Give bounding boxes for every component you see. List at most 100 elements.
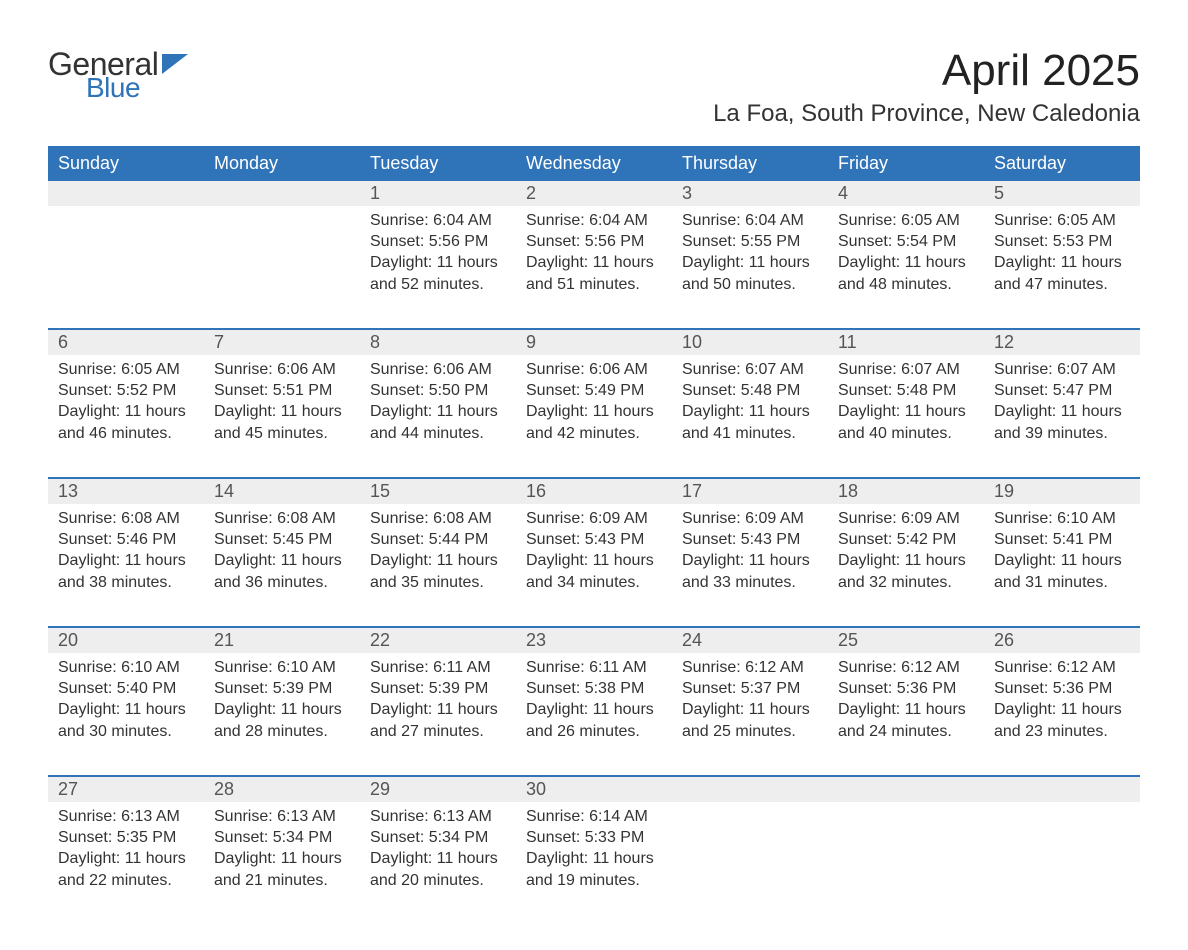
day-number: 21 <box>204 628 360 653</box>
daylight-line: Daylight: 11 hours and 38 minutes. <box>58 550 194 592</box>
day-number: 13 <box>48 479 204 504</box>
daylight-line: Daylight: 11 hours and 24 minutes. <box>838 699 974 741</box>
daylight-line: Daylight: 11 hours and 39 minutes. <box>994 401 1130 443</box>
day-cell-empty <box>204 206 360 314</box>
day-number: 20 <box>48 628 204 653</box>
calendar-week: 6789101112Sunrise: 6:05 AMSunset: 5:52 P… <box>48 328 1140 463</box>
day-number <box>828 777 984 802</box>
day-number: 17 <box>672 479 828 504</box>
dow-header-cell: Tuesday <box>360 146 516 181</box>
day-number <box>672 777 828 802</box>
sunset-line: Sunset: 5:52 PM <box>58 380 194 401</box>
sunrise-line: Sunrise: 6:12 AM <box>994 657 1130 678</box>
day-cell: Sunrise: 6:07 AMSunset: 5:48 PMDaylight:… <box>828 355 984 463</box>
calendar-week: 20212223242526Sunrise: 6:10 AMSunset: 5:… <box>48 626 1140 761</box>
sunset-line: Sunset: 5:38 PM <box>526 678 662 699</box>
day-number: 22 <box>360 628 516 653</box>
daylight-line: Daylight: 11 hours and 52 minutes. <box>370 252 506 294</box>
day-number: 25 <box>828 628 984 653</box>
sunrise-line: Sunrise: 6:10 AM <box>58 657 194 678</box>
title-block: April 2025 La Foa, South Province, New C… <box>713 48 1140 128</box>
sunrise-line: Sunrise: 6:04 AM <box>526 210 662 231</box>
sunset-line: Sunset: 5:39 PM <box>370 678 506 699</box>
day-cell-empty <box>672 802 828 910</box>
location-subtitle: La Foa, South Province, New Caledonia <box>713 100 1140 128</box>
sunrise-line: Sunrise: 6:05 AM <box>838 210 974 231</box>
sunset-line: Sunset: 5:53 PM <box>994 231 1130 252</box>
dow-header-row: SundayMondayTuesdayWednesdayThursdayFrid… <box>48 146 1140 181</box>
header: General Blue April 2025 La Foa, South Pr… <box>48 48 1140 128</box>
sunrise-line: Sunrise: 6:09 AM <box>682 508 818 529</box>
daylight-line: Daylight: 11 hours and 34 minutes. <box>526 550 662 592</box>
sunset-line: Sunset: 5:36 PM <box>994 678 1130 699</box>
sunrise-line: Sunrise: 6:07 AM <box>682 359 818 380</box>
day-cell: Sunrise: 6:06 AMSunset: 5:50 PMDaylight:… <box>360 355 516 463</box>
day-cell: Sunrise: 6:11 AMSunset: 5:39 PMDaylight:… <box>360 653 516 761</box>
day-number: 15 <box>360 479 516 504</box>
calendar-week: 12345Sunrise: 6:04 AMSunset: 5:56 PMDayl… <box>48 181 1140 314</box>
daylight-line: Daylight: 11 hours and 47 minutes. <box>994 252 1130 294</box>
sunrise-line: Sunrise: 6:09 AM <box>526 508 662 529</box>
day-number: 28 <box>204 777 360 802</box>
sunrise-line: Sunrise: 6:05 AM <box>58 359 194 380</box>
day-cell: Sunrise: 6:04 AMSunset: 5:56 PMDaylight:… <box>360 206 516 314</box>
sunrise-line: Sunrise: 6:10 AM <box>214 657 350 678</box>
day-cell-empty <box>828 802 984 910</box>
sunrise-line: Sunrise: 6:12 AM <box>838 657 974 678</box>
day-cell: Sunrise: 6:09 AMSunset: 5:43 PMDaylight:… <box>672 504 828 612</box>
daylight-line: Daylight: 11 hours and 19 minutes. <box>526 848 662 890</box>
sunset-line: Sunset: 5:48 PM <box>682 380 818 401</box>
day-cell: Sunrise: 6:12 AMSunset: 5:37 PMDaylight:… <box>672 653 828 761</box>
sunset-line: Sunset: 5:41 PM <box>994 529 1130 550</box>
daylight-line: Daylight: 11 hours and 40 minutes. <box>838 401 974 443</box>
daylight-line: Daylight: 11 hours and 50 minutes. <box>682 252 818 294</box>
daylight-line: Daylight: 11 hours and 28 minutes. <box>214 699 350 741</box>
sunset-line: Sunset: 5:56 PM <box>370 231 506 252</box>
day-number: 27 <box>48 777 204 802</box>
sunset-line: Sunset: 5:56 PM <box>526 231 662 252</box>
sunset-line: Sunset: 5:40 PM <box>58 678 194 699</box>
day-cell: Sunrise: 6:08 AMSunset: 5:45 PMDaylight:… <box>204 504 360 612</box>
sunrise-line: Sunrise: 6:06 AM <box>370 359 506 380</box>
day-number: 26 <box>984 628 1140 653</box>
sunrise-line: Sunrise: 6:08 AM <box>370 508 506 529</box>
day-cell: Sunrise: 6:10 AMSunset: 5:40 PMDaylight:… <box>48 653 204 761</box>
dow-header-cell: Thursday <box>672 146 828 181</box>
sunset-line: Sunset: 5:48 PM <box>838 380 974 401</box>
daylight-line: Daylight: 11 hours and 22 minutes. <box>58 848 194 890</box>
sunrise-line: Sunrise: 6:08 AM <box>214 508 350 529</box>
daylight-line: Daylight: 11 hours and 25 minutes. <box>682 699 818 741</box>
daylight-line: Daylight: 11 hours and 31 minutes. <box>994 550 1130 592</box>
sunset-line: Sunset: 5:43 PM <box>526 529 662 550</box>
sunrise-line: Sunrise: 6:13 AM <box>58 806 194 827</box>
dow-header-cell: Wednesday <box>516 146 672 181</box>
sunset-line: Sunset: 5:34 PM <box>214 827 350 848</box>
day-number: 8 <box>360 330 516 355</box>
sunrise-line: Sunrise: 6:11 AM <box>526 657 662 678</box>
daylight-line: Daylight: 11 hours and 45 minutes. <box>214 401 350 443</box>
day-cell: Sunrise: 6:08 AMSunset: 5:46 PMDaylight:… <box>48 504 204 612</box>
day-cell: Sunrise: 6:13 AMSunset: 5:35 PMDaylight:… <box>48 802 204 910</box>
daynum-row: 12345 <box>48 181 1140 206</box>
daylight-line: Daylight: 11 hours and 32 minutes. <box>838 550 974 592</box>
sunrise-line: Sunrise: 6:09 AM <box>838 508 974 529</box>
day-cell-empty <box>984 802 1140 910</box>
daylight-line: Daylight: 11 hours and 33 minutes. <box>682 550 818 592</box>
sunrise-line: Sunrise: 6:08 AM <box>58 508 194 529</box>
sunset-line: Sunset: 5:50 PM <box>370 380 506 401</box>
day-cell: Sunrise: 6:04 AMSunset: 5:55 PMDaylight:… <box>672 206 828 314</box>
day-cell: Sunrise: 6:06 AMSunset: 5:49 PMDaylight:… <box>516 355 672 463</box>
daynum-row: 27282930 <box>48 777 1140 802</box>
sunrise-line: Sunrise: 6:07 AM <box>994 359 1130 380</box>
daylight-line: Daylight: 11 hours and 30 minutes. <box>58 699 194 741</box>
day-number: 12 <box>984 330 1140 355</box>
dow-header-cell: Sunday <box>48 146 204 181</box>
daylight-line: Daylight: 11 hours and 51 minutes. <box>526 252 662 294</box>
sunset-line: Sunset: 5:55 PM <box>682 231 818 252</box>
daylight-line: Daylight: 11 hours and 23 minutes. <box>994 699 1130 741</box>
calendar-week: 27282930Sunrise: 6:13 AMSunset: 5:35 PMD… <box>48 775 1140 910</box>
sunrise-line: Sunrise: 6:06 AM <box>526 359 662 380</box>
sunrise-line: Sunrise: 6:11 AM <box>370 657 506 678</box>
daylight-line: Daylight: 11 hours and 21 minutes. <box>214 848 350 890</box>
day-cell: Sunrise: 6:13 AMSunset: 5:34 PMDaylight:… <box>204 802 360 910</box>
